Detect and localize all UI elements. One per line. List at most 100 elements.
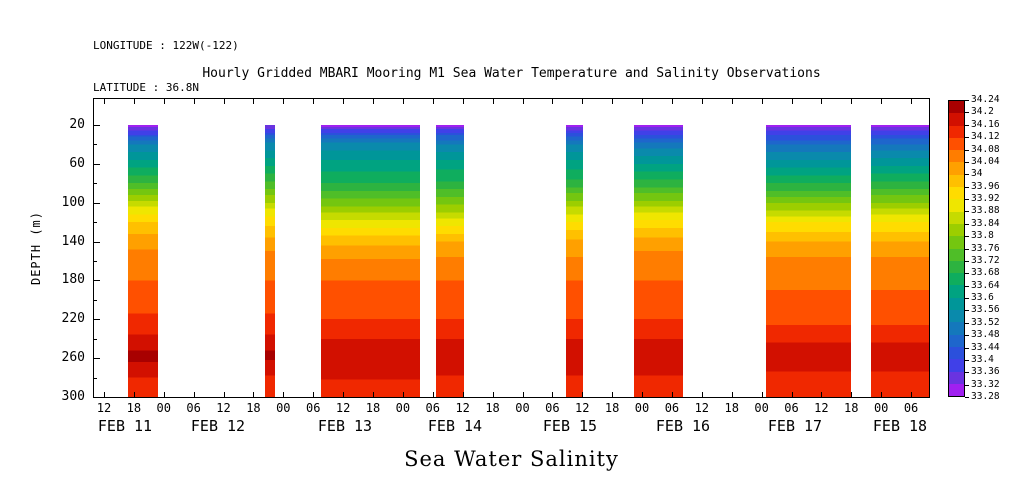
y-minor-tick (94, 261, 97, 262)
x-tick-label: 00 (276, 401, 291, 415)
chart-title: Hourly Gridded MBARI Mooring M1 Sea Wate… (202, 66, 821, 81)
y-minor-tick (94, 183, 97, 185)
x-tick (522, 392, 524, 397)
colorbar-tick-label: 33.96 (971, 181, 1000, 192)
y-axis-title-wrap: DEPTH (m) (28, 98, 44, 398)
y-tick-label: 100 (61, 195, 85, 210)
x-tick (432, 99, 434, 104)
x-tick-label: 06 (186, 401, 201, 415)
colorbar-tick (965, 310, 969, 312)
x-tick (821, 392, 823, 397)
colorbar-tick-label: 33.64 (971, 280, 1000, 291)
colorbar-tick-label: 33.88 (971, 205, 1000, 216)
colorbar-cell (949, 285, 964, 298)
x-tick (881, 99, 883, 104)
x-tick (761, 392, 763, 397)
x-tick (373, 392, 374, 397)
y-minor-tick (94, 222, 97, 224)
x-tick (193, 99, 195, 104)
colorbar-tick (965, 359, 969, 361)
x-tick-label: 18 (246, 401, 261, 415)
x-tick-label: 06 (305, 401, 321, 415)
colorbar-tick (965, 161, 969, 163)
x-tick (851, 99, 853, 104)
colorbar-tick-label: 34.16 (971, 119, 1000, 130)
x-tick (911, 392, 913, 397)
x-tick-label: 18 (604, 401, 620, 415)
colorbar-cell (949, 383, 964, 397)
colorbar-tick-label: 34.04 (971, 156, 1000, 167)
x-date-label: FEB 13 (317, 417, 373, 435)
colorbar-tick (965, 211, 969, 213)
colorbar-tick (965, 298, 969, 299)
colorbar-tick (965, 335, 969, 337)
colorbar-cell (949, 137, 964, 151)
y-tick (94, 397, 100, 398)
colorbar-tick (965, 248, 969, 250)
x-tick (402, 392, 404, 397)
y-axis-title: DEPTH (m) (29, 210, 43, 286)
colorbar-tick-label: 33.84 (971, 218, 1000, 229)
x-tick (492, 392, 494, 397)
colorbar-cell (949, 334, 964, 347)
x-tick (104, 392, 105, 397)
x-date-label: FEB 11 (97, 417, 153, 435)
x-tick (671, 99, 673, 104)
x-tick-label: 12 (455, 401, 470, 415)
x-tick (821, 99, 823, 104)
x-tick (552, 392, 554, 397)
colorbar-tick-label: 34.24 (971, 94, 1000, 105)
x-tick-label: 18 (365, 401, 381, 415)
y-tick (94, 163, 100, 165)
colorbar-cell (949, 101, 964, 114)
y-tick-label: 180 (61, 272, 85, 287)
x-tick (253, 99, 255, 104)
x-tick (911, 99, 913, 104)
colorbar-tick-label: 34.2 (971, 106, 994, 117)
x-tick (671, 392, 673, 397)
colorbar-tick (965, 347, 969, 349)
x-tick-label: 18 (485, 401, 500, 415)
colorbar-cell (949, 248, 964, 261)
colorbar-tick-label: 34.12 (971, 131, 1000, 142)
colorbar-tick (965, 260, 969, 262)
x-tick (612, 392, 614, 397)
footer-title: Sea Water Salinity (404, 447, 619, 471)
y-tick-label: 20 (69, 117, 85, 132)
colorbar-cell (949, 125, 964, 138)
colorbar-tick (965, 186, 969, 188)
x-tick-label: 00 (515, 401, 530, 415)
x-tick (373, 99, 374, 104)
x-tick (313, 99, 315, 104)
x-tick (104, 99, 105, 104)
salinity-band (127, 125, 159, 397)
x-tick (642, 392, 643, 397)
x-tick-label: 12 (96, 401, 112, 415)
colorbar-tick-label: 33.56 (971, 304, 1000, 315)
colorbar-tick-label: 34.08 (971, 144, 1000, 155)
colorbar-cell (949, 211, 964, 224)
x-tick-label: 12 (694, 401, 710, 415)
colorbar-tick (965, 112, 969, 114)
colorbar-tick (965, 236, 969, 238)
colorbar-tick (965, 124, 969, 126)
x-tick-label: 06 (545, 401, 560, 415)
colorbar-tick (965, 149, 969, 151)
x-tick (492, 99, 494, 104)
x-tick (522, 99, 524, 104)
colorbar-cell (949, 346, 964, 360)
y-tick (94, 280, 100, 282)
x-tick (731, 392, 733, 397)
y-minor-tick (94, 144, 97, 146)
colorbar-cell (949, 150, 964, 163)
colorbar-tick (965, 372, 969, 374)
colorbar (948, 100, 965, 397)
colorbar-cell (949, 359, 964, 372)
y-minor-tick (94, 377, 97, 379)
x-tick (851, 392, 853, 397)
x-tick (223, 99, 225, 104)
colorbar-cell (949, 162, 964, 175)
x-tick-label: 00 (634, 401, 650, 415)
x-tick (253, 392, 255, 397)
